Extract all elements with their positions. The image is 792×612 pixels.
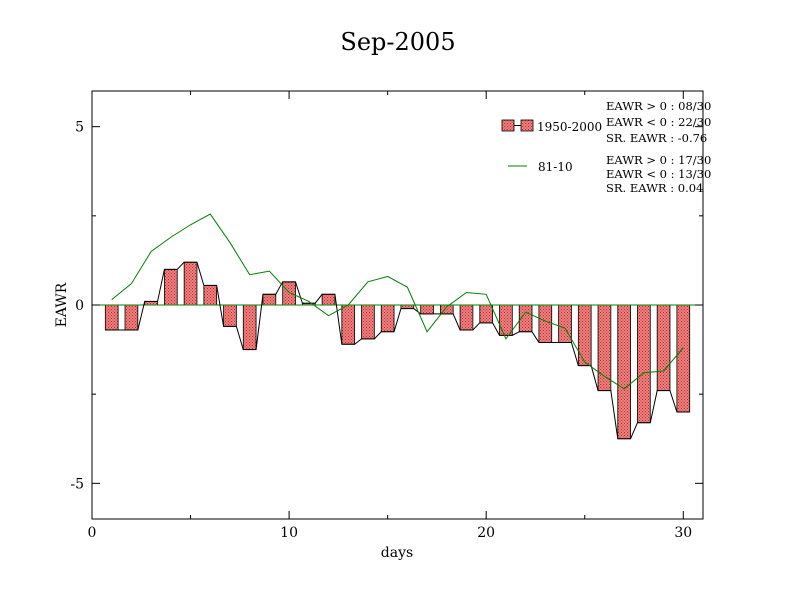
bar [321, 293, 336, 306]
axes-layer: 0 10 20 30 5 0 -5 [70, 91, 703, 541]
x-tick-label: 20 [477, 525, 495, 541]
series-line-81-10 [111, 213, 684, 390]
legend-bar-swatch-left [501, 119, 515, 132]
bar [577, 304, 592, 367]
bar [538, 304, 553, 343]
bar [361, 304, 375, 340]
bar [400, 304, 415, 309]
bar [223, 304, 237, 327]
bar [656, 304, 671, 391]
stat-line: EAWR > 0 : 08/30 [606, 99, 711, 113]
bar [262, 293, 277, 306]
stat-line: EAWR < 0 : 13/30 [606, 167, 711, 181]
bar [676, 304, 691, 413]
legend-label-1950-2000: 1950-2000 [537, 120, 602, 134]
legend-bar-swatch-right [520, 119, 534, 132]
stat-line: SR. EAWR : 0.04 [606, 181, 703, 195]
bar [499, 304, 513, 336]
stats-block-81-10: EAWR > 0 : 17/30 EAWR < 0 : 13/30 SR. EA… [606, 153, 711, 195]
series-line-1950-2000 [105, 261, 690, 440]
bar [341, 304, 356, 345]
y-tick-label: 5 [75, 120, 84, 136]
bar [203, 284, 218, 306]
bar [617, 304, 631, 440]
x-tick-label: 10 [280, 525, 298, 541]
x-tick-label: 0 [88, 525, 97, 541]
y-tick-label: -5 [70, 476, 84, 492]
stat-line: EAWR < 0 : 22/30 [606, 115, 711, 129]
bar [144, 301, 158, 306]
lines-layer [92, 213, 703, 440]
bar [164, 268, 178, 306]
y-axis-label: EAWR [54, 282, 70, 327]
bar [380, 304, 395, 333]
x-axis-label: days [381, 545, 413, 561]
y-tick-label: 0 [75, 298, 84, 314]
bar [420, 304, 434, 315]
bars-layer [104, 261, 691, 440]
bar [637, 304, 651, 424]
bar [479, 304, 493, 324]
stat-line: SR. EAWR : -0.76 [606, 131, 707, 145]
bar [183, 261, 198, 306]
bar [104, 304, 119, 331]
stat-line: EAWR > 0 : 17/30 [606, 153, 711, 167]
chart-title: Sep-2005 [340, 28, 455, 56]
bar [124, 304, 139, 331]
bar [459, 304, 474, 331]
x-tick-label: 30 [674, 525, 692, 541]
bar [597, 304, 612, 391]
legend-label-81-10: 81-10 [538, 160, 573, 174]
stats-block-1950-2000: EAWR > 0 : 08/30 EAWR < 0 : 22/30 SR. EA… [606, 99, 711, 145]
bar [242, 304, 257, 350]
legend: 1950-2000 81-10 [501, 119, 602, 174]
bar [282, 281, 296, 306]
